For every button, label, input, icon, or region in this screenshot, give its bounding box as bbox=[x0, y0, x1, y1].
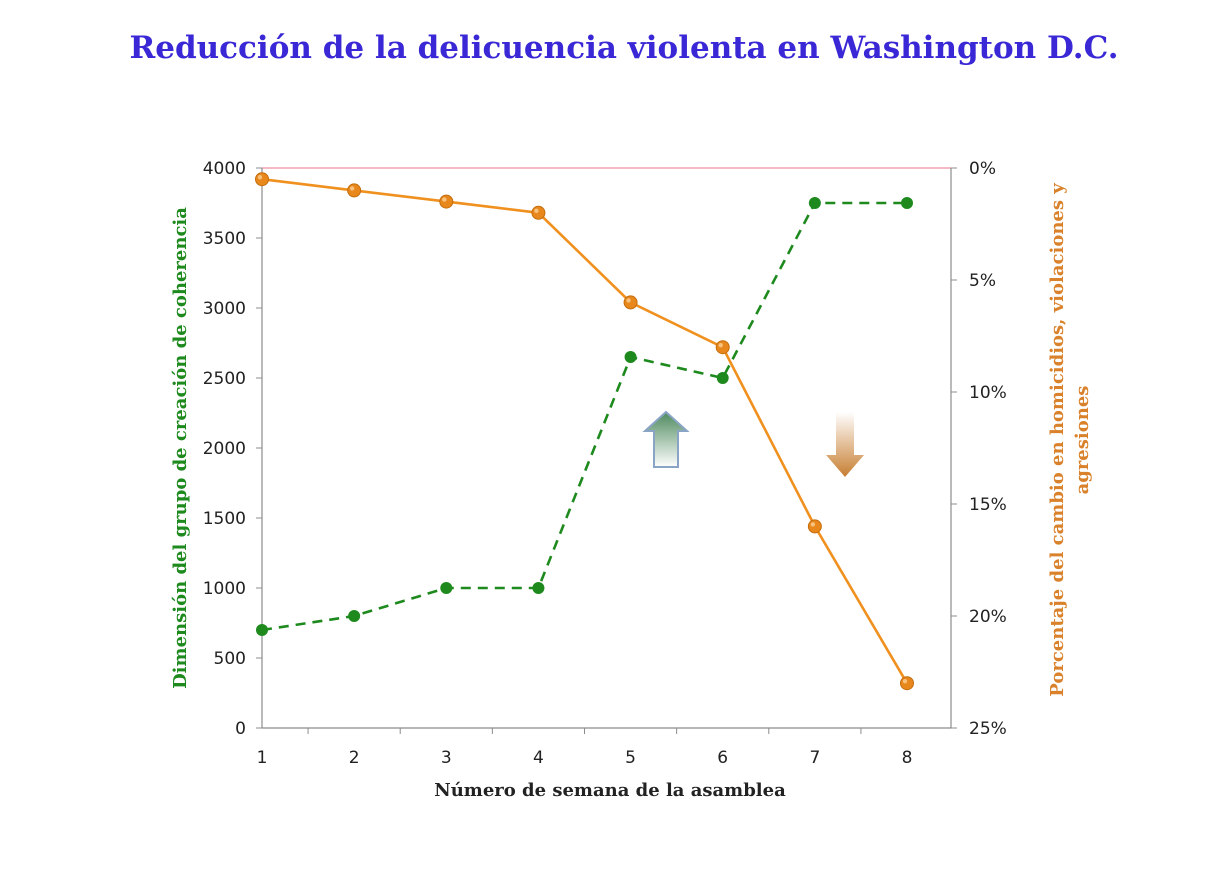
series-point-highlight bbox=[810, 522, 816, 527]
series-point-right bbox=[531, 205, 546, 220]
series-point-highlight bbox=[257, 175, 263, 180]
series-point-right bbox=[715, 340, 730, 355]
left-tick-label: 0 bbox=[235, 719, 246, 739]
right-tick-label: 25% bbox=[969, 719, 1007, 739]
left-tick-label: 4000 bbox=[203, 159, 246, 179]
x-tick-label: 4 bbox=[533, 748, 544, 768]
series-point-left bbox=[532, 582, 545, 594]
arrow-up-annotation bbox=[642, 410, 690, 468]
series-point-left bbox=[808, 197, 821, 209]
series-point-highlight bbox=[349, 186, 355, 191]
series-point-right bbox=[623, 295, 638, 310]
x-tick-label: 7 bbox=[809, 748, 820, 768]
series-point-right bbox=[807, 519, 822, 534]
axes-layer: 0 500 1000 1500 2000 2500 3000 3500 4000 0% 5% 10% 1… bbox=[203, 159, 1007, 768]
left-tick-label: 2500 bbox=[203, 369, 246, 389]
arrow-down-annotation bbox=[826, 412, 864, 477]
x-tick-label: 8 bbox=[902, 748, 913, 768]
series-point-highlight bbox=[902, 679, 908, 684]
x-axis-title: Número de semana de la asamblea bbox=[434, 780, 786, 801]
series-point-left bbox=[624, 351, 637, 363]
series-line-left bbox=[261, 201, 907, 632]
right-tick-label: 5% bbox=[969, 271, 996, 291]
series-line-right bbox=[261, 177, 909, 684]
x-tick-label: 1 bbox=[257, 748, 268, 768]
x-tick-label: 6 bbox=[717, 748, 728, 768]
series-layer bbox=[255, 172, 914, 691]
annotation-layer bbox=[642, 410, 864, 477]
right-tick-label: 20% bbox=[969, 607, 1007, 627]
series-point-highlight bbox=[626, 298, 631, 303]
series-point-highlight bbox=[442, 197, 447, 202]
series-point-left bbox=[348, 610, 361, 622]
right-tick-label: 0% bbox=[969, 159, 996, 179]
series-point-right bbox=[255, 172, 269, 187]
x-tick-label: 2 bbox=[349, 748, 360, 768]
right-axis-title-line-1: Porcentaje del cambio en homicidios, vio… bbox=[1047, 183, 1068, 697]
left-axis-title: Dimensión del grupo de creación de coher… bbox=[170, 207, 191, 689]
left-tick-label: 1500 bbox=[203, 509, 246, 529]
series-point-left bbox=[440, 582, 453, 594]
series-point-right bbox=[900, 676, 914, 691]
left-tick-label: 2000 bbox=[203, 439, 246, 459]
chart-title: Reducción de la delicuencia violenta en … bbox=[129, 30, 1118, 66]
right-tick-label: 15% bbox=[969, 495, 1007, 515]
left-tick-label: 3500 bbox=[203, 229, 246, 249]
right-axis-title-line-2: agresiones bbox=[1072, 386, 1093, 495]
series-point-highlight bbox=[718, 343, 723, 348]
series-point-right bbox=[439, 194, 454, 209]
series-point-left bbox=[256, 624, 268, 636]
x-tick-label: 5 bbox=[625, 748, 636, 768]
series-point-highlight bbox=[534, 208, 539, 213]
series-point-left bbox=[716, 372, 729, 384]
right-tick-label: 10% bbox=[969, 383, 1007, 403]
x-tick-label: 3 bbox=[441, 748, 452, 768]
left-tick-label: 1000 bbox=[203, 579, 246, 599]
left-tick-label: 500 bbox=[214, 649, 246, 669]
left-tick-label: 3000 bbox=[203, 299, 246, 319]
series-point-right bbox=[347, 183, 362, 198]
series-point-left bbox=[901, 197, 913, 209]
